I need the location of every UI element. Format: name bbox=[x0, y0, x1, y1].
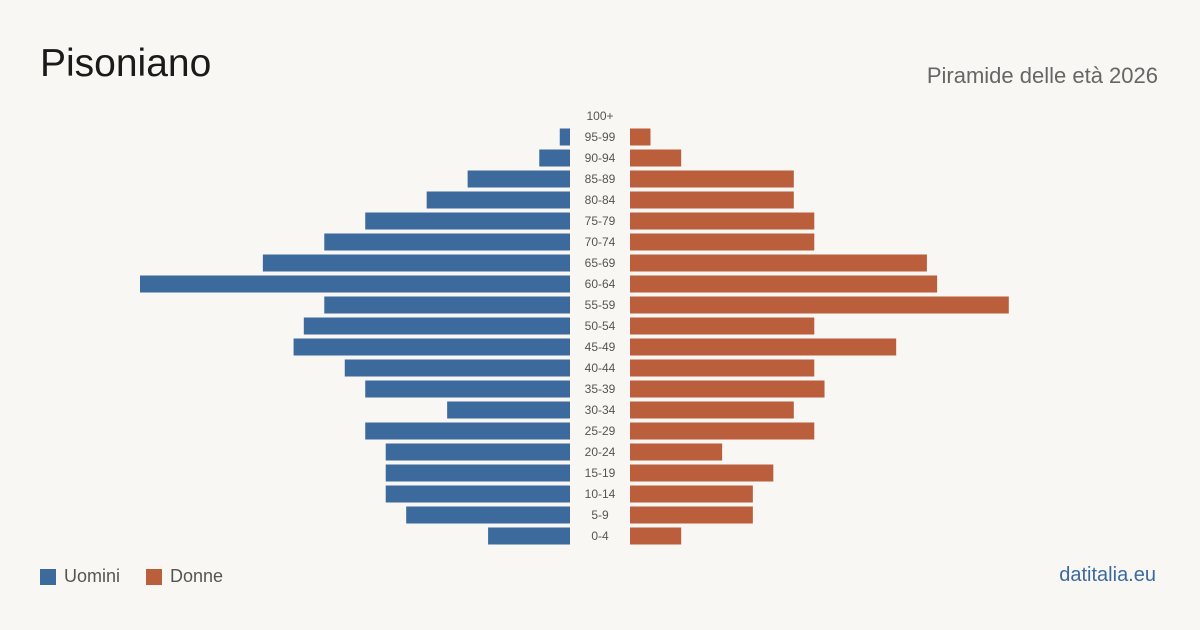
age-label-20-24: 20-24 bbox=[585, 445, 616, 459]
bar-men-45-49 bbox=[293, 338, 570, 356]
bar-men-65-69 bbox=[262, 254, 570, 272]
bar-men-15-19 bbox=[385, 464, 570, 482]
legend-item-men: Uomini bbox=[40, 566, 120, 587]
age-label-60-64: 60-64 bbox=[585, 277, 616, 291]
age-label-15-19: 15-19 bbox=[585, 466, 616, 480]
age-label-25-29: 25-29 bbox=[585, 424, 616, 438]
legend-label-women: Donne bbox=[170, 566, 224, 586]
legend: Uomini Donne bbox=[40, 566, 249, 587]
bar-women-75-79 bbox=[630, 212, 815, 230]
age-label-80-84: 80-84 bbox=[585, 193, 616, 207]
bar-men-10-14 bbox=[385, 485, 570, 503]
bar-women-35-39 bbox=[630, 380, 825, 398]
bar-men-90-94 bbox=[539, 149, 570, 167]
bar-women-55-59 bbox=[630, 296, 1009, 314]
bar-women-80-84 bbox=[630, 191, 794, 209]
bar-men-35-39 bbox=[365, 380, 570, 398]
age-label-30-34: 30-34 bbox=[585, 403, 616, 417]
bar-women-70-74 bbox=[630, 233, 815, 251]
bar-women-15-19 bbox=[630, 464, 774, 482]
bar-men-85-89 bbox=[467, 170, 570, 188]
bar-men-70-74 bbox=[324, 233, 570, 251]
bar-men-95-99 bbox=[559, 128, 570, 146]
age-label-95-99: 95-99 bbox=[585, 130, 616, 144]
bar-women-0-4 bbox=[630, 527, 682, 545]
bar-women-90-94 bbox=[630, 149, 682, 167]
age-label-50-54: 50-54 bbox=[585, 319, 616, 333]
age-label-85-89: 85-89 bbox=[585, 172, 616, 186]
source-link[interactable]: datitalia.eu bbox=[1059, 564, 1156, 586]
legend-label-men: Uomini bbox=[64, 566, 121, 586]
bar-men-50-54 bbox=[303, 317, 570, 335]
chart-subtitle: Piramide delle età 2026 bbox=[926, 63, 1158, 88]
bar-men-55-59 bbox=[324, 296, 570, 314]
age-label-100+: 100+ bbox=[586, 109, 613, 123]
bar-women-95-99 bbox=[630, 128, 651, 146]
bar-women-10-14 bbox=[630, 485, 753, 503]
age-label-55-59: 55-59 bbox=[585, 298, 616, 312]
bar-women-50-54 bbox=[630, 317, 815, 335]
age-label-40-44: 40-44 bbox=[585, 361, 616, 375]
chart-title: Pisoniano bbox=[40, 42, 212, 85]
age-label-0-4: 0-4 bbox=[591, 529, 609, 543]
age-label-35-39: 35-39 bbox=[585, 382, 616, 396]
bar-men-5-9 bbox=[406, 506, 570, 524]
age-label-75-79: 75-79 bbox=[585, 214, 616, 228]
bar-men-20-24 bbox=[385, 443, 570, 461]
bar-men-60-64 bbox=[140, 275, 570, 293]
bar-men-40-44 bbox=[344, 359, 570, 377]
bar-men-80-84 bbox=[426, 191, 570, 209]
bar-men-25-29 bbox=[365, 422, 570, 440]
bar-women-60-64 bbox=[630, 275, 938, 293]
age-label-70-74: 70-74 bbox=[585, 235, 616, 249]
bar-women-5-9 bbox=[630, 506, 753, 524]
legend-swatch-men bbox=[40, 568, 56, 585]
age-label-5-9: 5-9 bbox=[591, 508, 609, 522]
legend-swatch-women bbox=[146, 568, 163, 585]
bar-women-40-44 bbox=[630, 359, 815, 377]
bar-women-65-69 bbox=[630, 254, 927, 272]
bar-men-75-79 bbox=[365, 212, 570, 230]
bar-women-45-49 bbox=[630, 338, 897, 356]
bar-women-20-24 bbox=[630, 443, 723, 461]
age-label-65-69: 65-69 bbox=[585, 256, 616, 270]
age-label-90-94: 90-94 bbox=[585, 151, 616, 165]
legend-item-women: Donne bbox=[146, 566, 223, 587]
bar-men-30-34 bbox=[447, 401, 570, 419]
bar-women-25-29 bbox=[630, 422, 815, 440]
age-label-45-49: 45-49 bbox=[585, 340, 616, 354]
bar-women-30-34 bbox=[630, 401, 794, 419]
age-label-10-14: 10-14 bbox=[585, 487, 616, 501]
bar-women-85-89 bbox=[630, 170, 794, 188]
bar-men-0-4 bbox=[488, 527, 570, 545]
